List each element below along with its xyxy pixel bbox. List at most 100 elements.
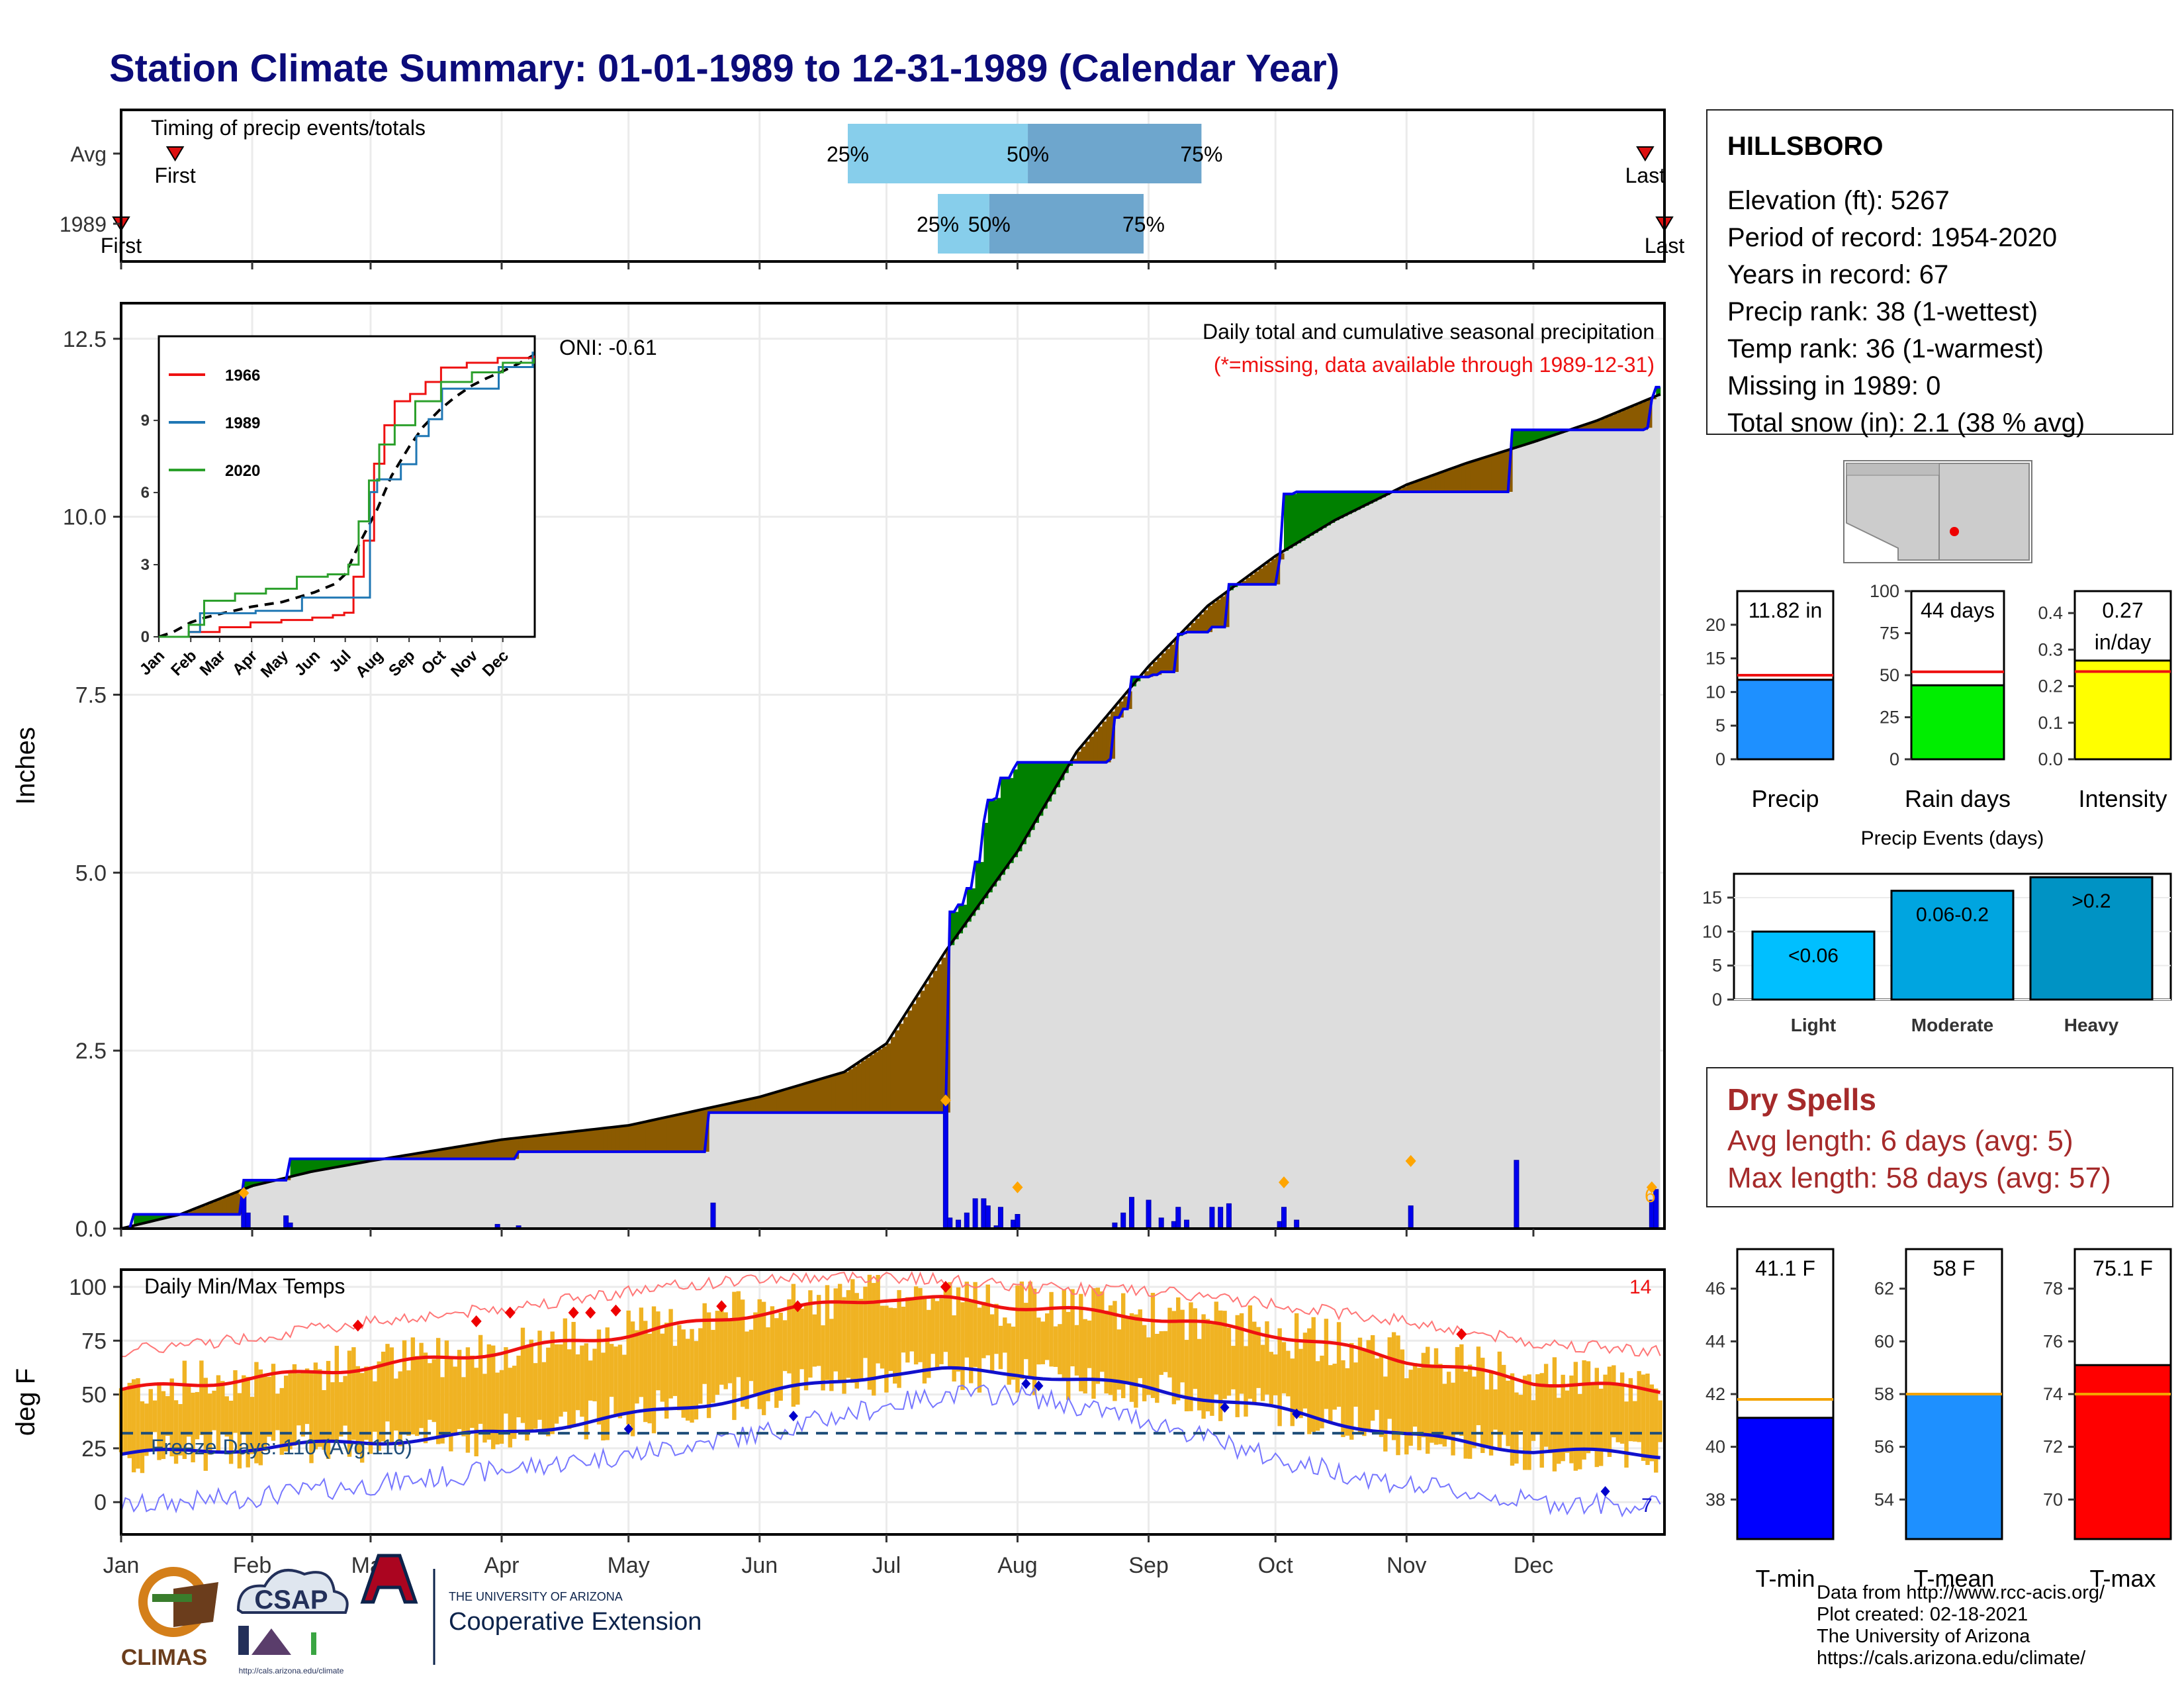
- ua-logo-a: [360, 1554, 418, 1604]
- daily-temp-range-bar: [491, 1345, 496, 1450]
- precip-deficit-area: [197, 1207, 202, 1215]
- precip-surplus-area: [966, 888, 972, 922]
- daily-temp-range-bar: [1366, 1340, 1371, 1431]
- daily-temp-range-bar: [250, 1397, 255, 1454]
- precip-ylabel: Inches: [11, 727, 40, 805]
- daily-temp-range-bar: [169, 1378, 174, 1457]
- precip-deficit-area: [700, 1109, 705, 1152]
- precip_total-ytick-label: 10: [1706, 682, 1725, 702]
- precip-deficit-area: [1415, 481, 1420, 492]
- precip-deficit-area: [1495, 453, 1500, 492]
- daily-temp-range-bar: [1040, 1321, 1046, 1364]
- precip-deficit-area: [467, 1145, 473, 1159]
- precip-surplus-area: [294, 1158, 299, 1176]
- daily-temp-range-bar: [1480, 1358, 1485, 1454]
- daily-temp-range-bar: [258, 1369, 263, 1466]
- precip-deficit-area: [1102, 721, 1107, 763]
- daily-temp-range-bar: [1184, 1340, 1189, 1412]
- precip-deficit-area: [916, 997, 921, 1113]
- precip-deficit-area: [886, 1043, 891, 1113]
- tmax-bar: [2073, 1364, 2172, 1540]
- year-cumulative-line: [121, 385, 1661, 1230]
- precip-deficit-area: [743, 1100, 748, 1113]
- station-years: Years in record: 67: [1727, 260, 1949, 289]
- daily-temp-range-bar: [787, 1299, 792, 1374]
- precip-deficit-area: [1461, 465, 1467, 492]
- precip-deficit-area: [1216, 599, 1221, 628]
- daily-temp-range-bar: [605, 1327, 610, 1440]
- daily-temp-range-bar: [220, 1381, 225, 1434]
- daily-temp-range-bar: [588, 1360, 593, 1401]
- daily-temp-range-bar: [504, 1347, 508, 1414]
- daily-temp-range-bar: [1603, 1374, 1608, 1450]
- tmean-value-label: 58 F: [1933, 1256, 1975, 1280]
- daily-temp-range-bar: [207, 1393, 212, 1455]
- daily-temp-range-bar: [651, 1306, 657, 1434]
- precip-deficit-area: [797, 1086, 803, 1113]
- daily-temp-range-bar: [774, 1318, 779, 1408]
- daily-temp-range-bar: [1070, 1289, 1075, 1367]
- precip-deficit-area: [688, 1112, 693, 1152]
- intensity-ytick-label: 0.1: [2038, 713, 2063, 733]
- events-bar-label: 0.06-0.2: [1916, 904, 1989, 926]
- daily-temp-range-bar: [457, 1350, 462, 1429]
- precip-surplus-area: [302, 1158, 308, 1174]
- precip-surplus-area: [1512, 430, 1517, 449]
- daily-temp-range-bar: [1569, 1375, 1574, 1464]
- daily-temp-range-bar: [1121, 1293, 1126, 1399]
- event-marker: [940, 1094, 951, 1107]
- daily-temp-range-bar: [1062, 1289, 1066, 1380]
- precip-deficit-area: [1491, 455, 1496, 492]
- timing-label-25: 25%: [827, 142, 869, 166]
- daily-temp-range-bar: [385, 1344, 390, 1422]
- daily-temp-range-bar: [668, 1309, 673, 1399]
- precip-deficit-area: [1258, 568, 1263, 585]
- precip-deficit-area: [400, 1156, 405, 1159]
- events-category-label: Moderate: [1911, 1015, 1993, 1035]
- daily-temp-range-bar: [364, 1366, 369, 1440]
- daily-temp-range-bar: [1231, 1346, 1236, 1389]
- precip-deficit-area: [709, 1107, 714, 1113]
- month-tick-label: May: [608, 1553, 650, 1578]
- precip-deficit-area: [1271, 559, 1276, 585]
- precip-surplus-area: [1017, 762, 1023, 852]
- daily-temp-range-bar: [1007, 1323, 1011, 1385]
- daily-temp-range-bar: [1641, 1374, 1646, 1461]
- precip-surplus-area: [1005, 778, 1010, 869]
- daily-temp-range-bar: [343, 1376, 347, 1426]
- precip-deficit-area: [730, 1103, 735, 1113]
- daily-temp-range-bar: [842, 1297, 846, 1394]
- precip-ytick-label: 0.0: [75, 1217, 107, 1242]
- daily-temp-range-bar: [1552, 1357, 1557, 1472]
- precip-deficit-area: [751, 1098, 756, 1113]
- daily-temp-range-bar: [1535, 1374, 1540, 1432]
- precip-surplus-area: [1525, 430, 1530, 445]
- daily-temp-range-bar: [1502, 1364, 1506, 1435]
- events-bar-light: [1751, 930, 1876, 1001]
- precip-surplus-area: [1297, 491, 1302, 543]
- precip-deficit-area: [1191, 623, 1196, 632]
- timing-label-50: 50%: [968, 212, 1011, 236]
- precip_total-bar: [1736, 679, 1835, 761]
- precip-deficit-area: [666, 1117, 672, 1152]
- precip_total-ytick-label: 5: [1715, 716, 1725, 735]
- daily-temp-range-bar: [812, 1314, 817, 1367]
- precip-surplus-area: [1288, 494, 1293, 549]
- daily-temp-range-bar: [803, 1304, 809, 1391]
- record-low-marker: [623, 1423, 633, 1434]
- precip-surplus-area: [345, 1158, 350, 1166]
- daily-temp-range-bar: [398, 1371, 402, 1446]
- daily-temp-range-bar: [614, 1346, 618, 1415]
- tmin-ytick-label: 42: [1706, 1384, 1725, 1404]
- temp-ytick-label: 0: [94, 1490, 107, 1515]
- precip-surplus-area: [1034, 762, 1040, 823]
- daily-temp-range-bar: [1125, 1317, 1130, 1384]
- intensity-value-label2: in/day: [2095, 630, 2151, 654]
- daily-temp-range-bar: [727, 1320, 733, 1383]
- precip-deficit-area: [840, 1073, 845, 1113]
- daily-temp-range-bar: [410, 1337, 416, 1434]
- daily-temp-range-bar: [1298, 1348, 1303, 1419]
- precip-surplus-area: [1304, 491, 1310, 538]
- daily-precip-bar: [985, 1205, 991, 1229]
- tmax-value-label: 75.1 F: [2093, 1256, 2153, 1280]
